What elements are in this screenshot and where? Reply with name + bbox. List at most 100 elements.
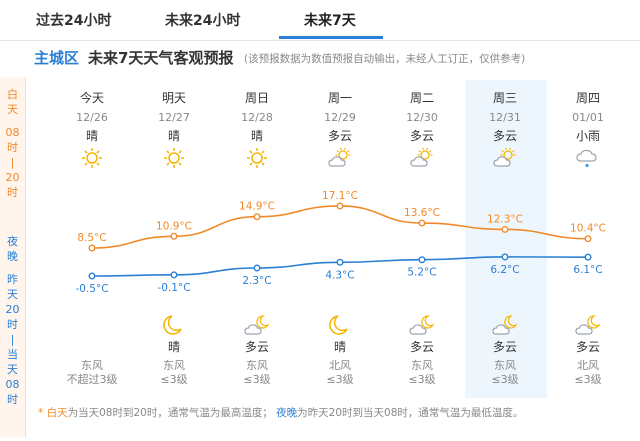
high-temp-label: 14.9°C bbox=[239, 201, 275, 213]
wind-info: 东风 ≤3级 bbox=[464, 359, 546, 387]
low-temp-point bbox=[336, 258, 344, 266]
day-name: 周四 bbox=[575, 91, 600, 105]
wind-direction: 东风 bbox=[411, 359, 433, 372]
day-date: 12/26 bbox=[76, 111, 108, 124]
footer-day-desc: 为当天08时到20时，通常气温为最高温度； bbox=[67, 407, 273, 419]
day-date: 12/28 bbox=[241, 111, 273, 124]
day-column: 周三 12/31 多云 bbox=[464, 90, 546, 169]
day-name: 周一 bbox=[327, 91, 352, 105]
low-temp-label: -0.5°C bbox=[75, 283, 108, 295]
night-weather: 多云 bbox=[244, 340, 269, 354]
low-temp-label: 4.3°C bbox=[325, 269, 354, 281]
day-name: 周二 bbox=[409, 91, 434, 105]
forecast-disclaimer: (该预报数据为数值预报自动输出，未经人工订正，仅供参考) bbox=[244, 53, 526, 65]
high-temp-point bbox=[584, 235, 592, 243]
footer-night-desc: 为昨天20时到当天08时，通常气温为最低温度。 bbox=[297, 407, 524, 419]
day-date: 12/31 bbox=[489, 111, 521, 124]
day-weather: 晴 bbox=[167, 129, 180, 143]
wind-direction: 东风 bbox=[163, 359, 185, 372]
sun-icon bbox=[245, 147, 269, 169]
wind-level: ≤3级 bbox=[160, 373, 188, 386]
night-period-label: 夜晚昨天 20 时 | 当天 08 时 bbox=[5, 235, 20, 406]
wind-level: ≤3级 bbox=[408, 373, 436, 386]
forecast-tabs: 过去24小时 未来24小时 未来7天 bbox=[0, 0, 640, 41]
high-temp-label: 12.3°C bbox=[487, 213, 523, 225]
tab-next-7d[interactable]: 未来7天 bbox=[304, 13, 356, 29]
low-temp-point bbox=[253, 264, 261, 272]
day-column: 周日 12/28 晴 bbox=[216, 90, 298, 169]
cloud-moon-icon bbox=[244, 314, 270, 336]
day-column: 周四 01/01 小雨 bbox=[547, 90, 629, 169]
high-temp-point bbox=[336, 202, 344, 210]
sun-icon bbox=[162, 147, 186, 169]
cloud-moon-icon bbox=[409, 314, 435, 336]
cloud-sun-icon bbox=[410, 147, 434, 169]
high-temp-label: 8.5°C bbox=[77, 232, 106, 244]
night-weather: 多云 bbox=[409, 340, 434, 354]
day-weather: 多云 bbox=[327, 129, 352, 143]
light-rain-icon bbox=[576, 147, 600, 169]
day-date: 12/29 bbox=[324, 111, 356, 124]
day-column: 周一 12/29 多云 bbox=[299, 90, 381, 169]
wind-info: 东风 ≤3级 bbox=[381, 359, 463, 387]
footer-note: * 白天为当天08时到20时，通常气温为最高温度； 夜晚为昨天20时到当天08时… bbox=[38, 407, 524, 419]
day-name: 明天 bbox=[161, 91, 186, 105]
day-date: 12/27 bbox=[158, 111, 190, 124]
day-weather: 晴 bbox=[85, 129, 98, 143]
high-temp-point bbox=[88, 244, 96, 252]
city-name: 主城区 bbox=[34, 49, 80, 67]
cloud-moon-icon bbox=[492, 314, 518, 336]
day-column: 周二 12/30 多云 bbox=[381, 90, 463, 169]
day-date: 01/01 bbox=[572, 111, 604, 124]
footer-night-term: 夜晚 bbox=[276, 407, 298, 419]
cloud-moon-icon bbox=[575, 314, 601, 336]
sun-icon bbox=[80, 147, 104, 169]
high-temp-label: 13.6°C bbox=[404, 207, 440, 219]
temperature-chart: 8.5°C 10.9°C 14.9°C 17.1°C 13.6°C 12.3°C 10.4°… bbox=[75, 190, 606, 295]
forecast-header: 主城区 未来7天天气客观预报 (该预报数据为数值预报自动输出，未经人工订正，仅供… bbox=[18, 46, 636, 70]
wind-direction: 北风 bbox=[577, 359, 599, 372]
low-temp-label: 2.3°C bbox=[242, 275, 271, 287]
night-weather: 晴 bbox=[333, 340, 346, 354]
low-temp-label: 6.1°C bbox=[573, 264, 602, 276]
wind-info: 东风 ≤3级 bbox=[133, 359, 215, 387]
wind-level: ≤3级 bbox=[243, 373, 271, 386]
time-period-sidebar: 白天 08 时 | 20 时 夜晚昨天 20 时 | 当天 08 时 bbox=[0, 77, 26, 437]
low-temp-label: 5.2°C bbox=[407, 267, 436, 279]
day-weather: 小雨 bbox=[575, 129, 600, 143]
wind-level: ≤3级 bbox=[491, 373, 519, 386]
wind-direction: 东风 bbox=[494, 359, 516, 372]
wind-direction: 东风 bbox=[81, 359, 103, 372]
day-weather: 多云 bbox=[409, 129, 434, 143]
tab-past-24h[interactable]: 过去24小时 bbox=[36, 13, 112, 29]
footer-day-term: 白天 bbox=[46, 407, 68, 419]
highlighted-day-column bbox=[465, 80, 547, 398]
wind-info: 东风 不超过3级 bbox=[51, 359, 133, 387]
high-temp-label: 17.1°C bbox=[322, 190, 358, 202]
cloud-sun-icon bbox=[328, 147, 352, 169]
low-temp-label: 6.2°C bbox=[490, 264, 519, 276]
day-name: 周日 bbox=[244, 91, 269, 105]
cloud-sun-icon bbox=[493, 147, 517, 169]
day-weather: 多云 bbox=[492, 129, 517, 143]
high-temp-point bbox=[418, 219, 426, 227]
page-title: 未来7天天气客观预报 bbox=[88, 49, 234, 67]
day-column: 今天 12/26 晴 bbox=[51, 90, 133, 169]
day-date: 12/30 bbox=[406, 111, 438, 124]
night-weather: 晴 bbox=[167, 340, 180, 354]
wind-direction: 东风 bbox=[246, 359, 268, 372]
moon-icon bbox=[161, 314, 187, 336]
day-period-label: 白天 08 时 | 20 时 bbox=[5, 88, 20, 199]
day-weather: 晴 bbox=[250, 129, 263, 143]
tab-next-24h[interactable]: 未来24小时 bbox=[165, 13, 241, 29]
day-name: 周三 bbox=[492, 91, 517, 105]
wind-info: 东风 ≤3级 bbox=[216, 359, 298, 387]
low-temp-point bbox=[170, 271, 178, 279]
night-weather: 多云 bbox=[492, 340, 517, 354]
day-name: 今天 bbox=[79, 91, 104, 105]
high-temp-point bbox=[253, 213, 261, 221]
night-weather: 多云 bbox=[575, 340, 600, 354]
wind-level: ≤3级 bbox=[326, 373, 354, 386]
wind-level: ≤3级 bbox=[574, 373, 602, 386]
wind-direction: 北风 bbox=[329, 359, 351, 372]
